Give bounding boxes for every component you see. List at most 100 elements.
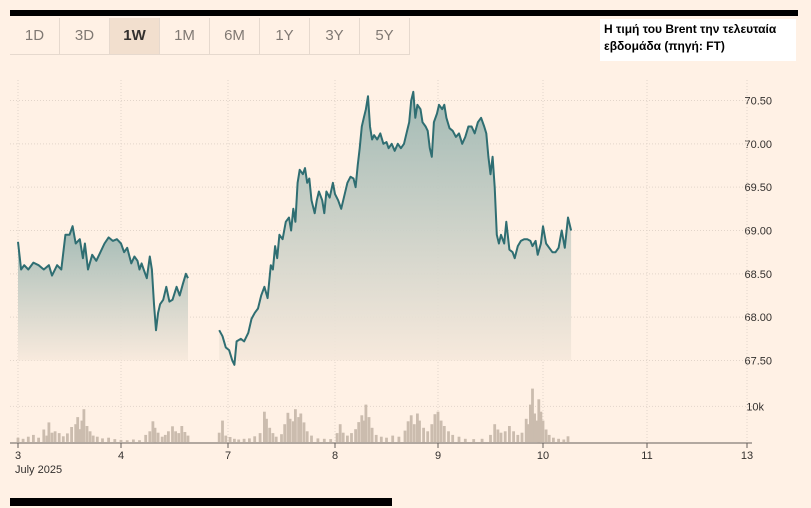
volume-bar (248, 438, 251, 442)
volume-bar (557, 438, 560, 442)
caption-line-1: Η τιμή του Brent την τελευταία (604, 22, 777, 36)
x-tick-label: 3 (15, 450, 21, 462)
tab-1w[interactable]: 1W (110, 18, 160, 54)
volume-bar (163, 434, 167, 442)
volume-bar (493, 424, 497, 442)
scroll-bar[interactable] (10, 498, 798, 506)
volume-bar (357, 422, 361, 442)
volume-bar (274, 436, 278, 442)
volume-bar (91, 435, 95, 442)
volume-bar (153, 427, 157, 443)
volume-bar (132, 439, 135, 442)
x-tick-label: 7 (225, 450, 231, 462)
volume-bar (463, 438, 467, 442)
volume-bar (512, 431, 515, 442)
range-tabs: 1D 3D 1W 1M 6M 1Y 3Y 5Y (10, 18, 410, 55)
volume-bar (346, 435, 349, 442)
volume-bar (253, 436, 257, 442)
volume-bar (539, 411, 543, 442)
volume-bar (237, 439, 241, 442)
tab-6m[interactable]: 6M (210, 18, 260, 54)
volume-bar (280, 434, 283, 442)
tab-1m[interactable]: 1M (160, 18, 210, 54)
volume-bar (32, 434, 35, 442)
caption-box: Η τιμή του Brent την τελευταία εβδομάδα … (600, 19, 796, 61)
volume-bar (341, 432, 345, 442)
volume-bar (61, 436, 65, 442)
volume-bar (125, 440, 129, 442)
tab-3y[interactable]: 3Y (310, 18, 360, 54)
volume-bar (562, 439, 566, 442)
volume-bar (426, 431, 430, 442)
y-tick-label: 70.00 (744, 139, 772, 151)
volume-bar (268, 427, 272, 443)
volume-bar (379, 436, 383, 442)
volume-bar (271, 433, 275, 442)
volume-bar (21, 438, 25, 442)
volume-bar (370, 427, 374, 443)
volume-bar (416, 413, 419, 442)
volume-bar (362, 420, 366, 442)
volume-bar (156, 432, 160, 442)
volume-bar (50, 432, 54, 442)
volume-bar (174, 431, 177, 442)
volume-bar (335, 433, 339, 442)
tab-3d[interactable]: 3D (60, 18, 110, 54)
volume-bar (430, 424, 434, 442)
volume-bar (167, 431, 170, 442)
volume-bar (258, 433, 262, 442)
volume-bar (80, 420, 84, 442)
y-tick-label: 70.50 (744, 96, 772, 108)
volume-bar (457, 436, 461, 442)
y-tick-label: 68.50 (744, 269, 772, 281)
volume-bar (101, 438, 104, 442)
volume-bar (233, 438, 236, 442)
volume-bar (16, 437, 20, 442)
volume-bar (547, 434, 551, 442)
volume-bar (76, 417, 80, 442)
scroll-thumb[interactable] (10, 498, 392, 506)
volume-bar (385, 437, 388, 442)
volume-bar (406, 421, 410, 442)
y-tick-label: 69.50 (744, 182, 772, 194)
volume-bar (294, 409, 297, 442)
volume-bar (53, 431, 57, 442)
volume-bar (177, 433, 181, 442)
volume-bar (217, 432, 221, 442)
volume-bar (85, 426, 89, 442)
volume-bar (288, 418, 292, 442)
volume-bar (350, 433, 353, 442)
volume-bar (228, 437, 232, 442)
volume-bar (439, 420, 443, 442)
volume-bar (286, 412, 290, 442)
volume-bar (409, 415, 413, 442)
volume-bar (88, 431, 92, 442)
volume-bar (221, 420, 224, 442)
volume-bar (391, 435, 395, 442)
volume-bar (82, 409, 86, 442)
tab-1d[interactable]: 1D (10, 18, 60, 54)
volume-bar (422, 427, 425, 443)
volume-bar (367, 417, 371, 442)
volume-bar (374, 434, 378, 442)
volume-bar (113, 439, 117, 442)
volume-bar (499, 432, 503, 442)
volume-bar (26, 436, 30, 442)
volume-bar (489, 434, 492, 442)
tab-1y[interactable]: 1Y (260, 18, 310, 54)
volume-bar (447, 431, 450, 442)
volume-bar (503, 431, 507, 442)
volume-bar (144, 434, 148, 442)
x-tick-label: 4 (118, 450, 124, 462)
volume-bar (354, 429, 357, 442)
tab-5y[interactable]: 5Y (360, 18, 410, 54)
volume-bar (148, 431, 152, 442)
x-tick-label: 13 (741, 450, 753, 462)
y-tick-label: 69.00 (744, 226, 772, 238)
volume-bar (520, 432, 524, 442)
x-tick-label: 10 (537, 450, 549, 462)
volume-bar (436, 411, 440, 442)
volume-bar (529, 404, 532, 442)
x-tick-label: 9 (435, 450, 441, 462)
volume-bar (496, 429, 500, 442)
